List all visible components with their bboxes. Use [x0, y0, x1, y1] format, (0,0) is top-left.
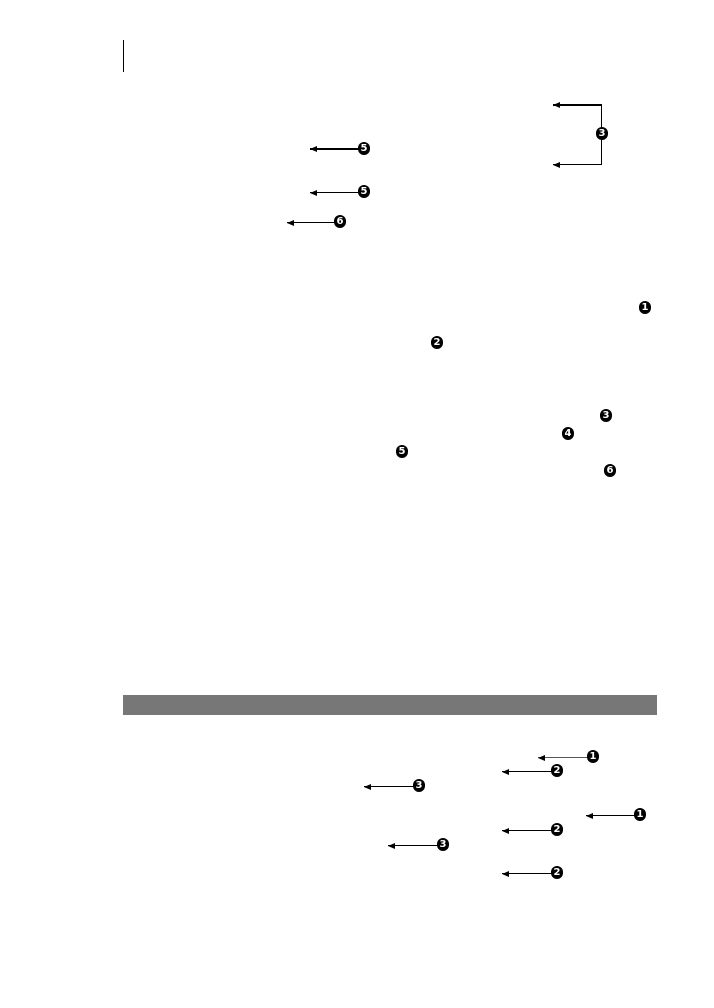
callout-arrow — [287, 222, 335, 223]
callout-marker: 3 — [437, 838, 449, 851]
section-header-bar — [123, 695, 657, 715]
callout-marker: 1 — [639, 301, 651, 314]
callout-marker: 6 — [604, 464, 616, 477]
callout-marker: 3 — [596, 127, 608, 140]
callout-marker: 1 — [587, 750, 599, 763]
change-bar — [123, 40, 124, 72]
callout-arrow — [538, 757, 588, 758]
callout-arrow — [586, 815, 635, 816]
callout-arrow — [502, 873, 552, 874]
callout-arrow — [502, 830, 552, 831]
callout-marker: 5 — [358, 185, 370, 198]
callout-marker: 1 — [634, 808, 646, 821]
callout-arrow — [502, 771, 552, 772]
callout-marker: 4 — [562, 427, 574, 440]
callout-marker: 5 — [358, 142, 370, 155]
callout-arrow — [310, 192, 360, 193]
callout-arrow — [553, 104, 601, 106]
callout-marker: 2 — [551, 823, 563, 836]
callout-marker: 3 — [413, 779, 425, 792]
callout-marker: 6 — [334, 215, 346, 228]
callout-arrow — [388, 845, 438, 846]
callout-marker: 2 — [431, 336, 443, 349]
callout-marker: 2 — [551, 866, 563, 879]
callout-arrow — [553, 164, 601, 165]
callout-marker: 5 — [396, 445, 408, 458]
callout-arrow — [310, 148, 360, 150]
callout-marker: 2 — [551, 764, 563, 777]
callout-marker: 3 — [600, 409, 612, 422]
callout-arrow — [364, 786, 414, 787]
